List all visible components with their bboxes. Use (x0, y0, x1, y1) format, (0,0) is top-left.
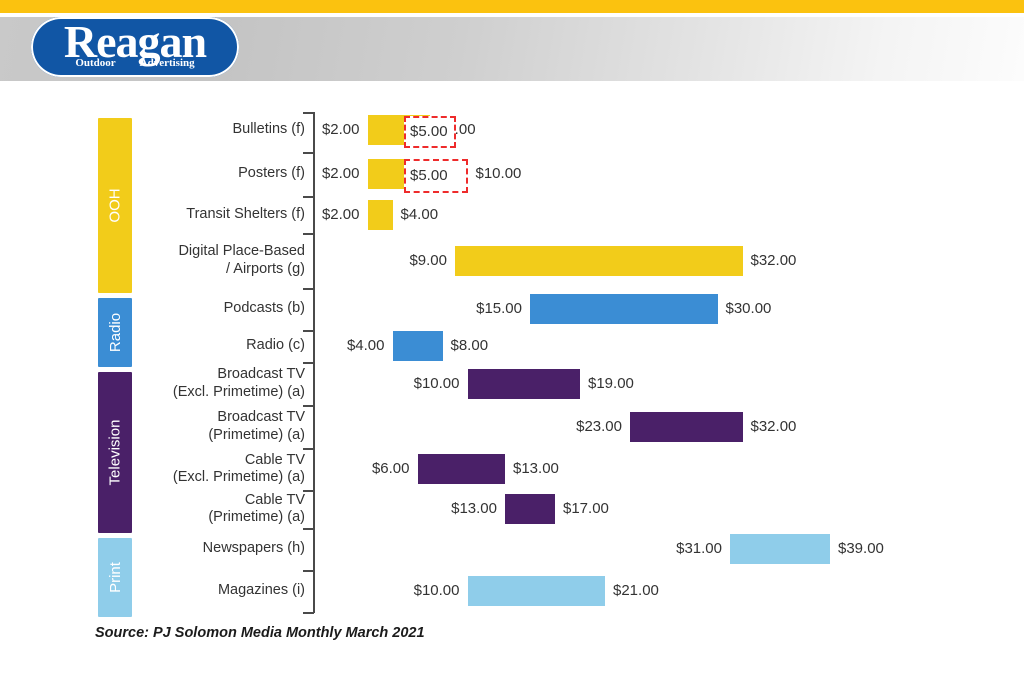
range-high-value: $8.00 (450, 337, 489, 354)
range-low-value: $10.00 (413, 374, 460, 392)
axis-tick (303, 112, 314, 114)
source-note: Source: PJ Solomon Media Monthly March 2… (95, 625, 425, 641)
group-band-radio: Radio (98, 298, 132, 367)
header-divider (0, 13, 1024, 17)
range-high-value: $21.00 (613, 582, 659, 599)
axis-tick (303, 196, 314, 198)
axis-tick (303, 288, 314, 290)
range-low-value: $9.00 (409, 251, 447, 269)
highlight-annotation-value: $5.00 (410, 167, 448, 184)
range-bar (417, 454, 505, 484)
axis-tick (303, 362, 314, 364)
group-band-print: Print (98, 538, 132, 617)
axis-tick (303, 233, 314, 235)
row-label-line: Radio (c) (246, 337, 305, 354)
axis-tick (303, 448, 314, 450)
range-low-value: $15.00 (476, 300, 522, 317)
logo-tagline-left: Outdoor (75, 57, 116, 69)
row-label-line: (Primetime) (a) (208, 426, 305, 443)
row-label-line: Cable TV (244, 451, 305, 468)
range-low-value: $10.00 (413, 582, 460, 599)
range-low-value: $13.00 (451, 500, 497, 517)
logo-tagline: Outdoor Advertising (31, 57, 239, 69)
axis-tick (303, 528, 314, 530)
range-bar (530, 294, 718, 324)
range-bar (730, 534, 830, 564)
group-band-ooh: OOH (98, 118, 132, 293)
row-label-line: Podcasts (b) (223, 300, 305, 317)
logo-tagline-right: Advertising (139, 57, 195, 69)
axis-tick (303, 330, 314, 332)
range-high-value: $13.00 (513, 460, 559, 477)
row-label: Digital Place-Based / Airports (g) (120, 243, 305, 278)
row-label-line: (Primetime) (a) (208, 509, 305, 525)
range-high-value: $39.00 (838, 540, 884, 557)
axis-tick (303, 570, 314, 572)
row-label-line: Digital Place-Based (178, 243, 305, 259)
row-label-line: Broadcast TV (217, 366, 305, 382)
range-high-value: $30.00 (725, 300, 772, 317)
range-low-value: $31.00 (676, 540, 722, 557)
logo-brand-text: Reagan (63, 17, 207, 67)
row-label-line: Bulletins (f) (232, 121, 305, 138)
row-label: Transit Shelters (f) (120, 206, 305, 224)
range-low-value: $23.00 (576, 417, 622, 435)
row-label-line: Posters (f) (238, 165, 305, 182)
page-header: Reagan Outdoor Advertising (0, 0, 1024, 92)
row-label: Cable TV (Primetime) (a) (120, 492, 305, 527)
row-label: Broadcast TV (Excl. Primetime) (a) (120, 366, 305, 401)
range-high-value: $19.00 (588, 374, 634, 392)
range-low-value: $2.00 (321, 121, 360, 138)
header-accent-strip (0, 0, 1024, 13)
highlight-annotation-box (404, 159, 468, 193)
row-label-line: (Excl. Primetime) (a) (172, 383, 305, 400)
chart-axis-line (313, 112, 315, 613)
range-bar (367, 199, 393, 230)
range-bar (467, 576, 605, 606)
range-high-value: $17.00 (563, 500, 609, 517)
axis-tick (303, 612, 314, 614)
row-label: Cable TV (Excl. Primetime) (a) (120, 452, 305, 487)
range-low-value: $2.00 (321, 205, 360, 223)
range-bar (630, 411, 743, 442)
range-bar (505, 494, 555, 524)
axis-tick (303, 152, 314, 154)
row-label: Posters (f) (120, 165, 305, 183)
highlight-annotation-value: $5.00 (410, 123, 448, 140)
range-bar (467, 368, 580, 399)
range-bar (455, 245, 743, 276)
row-label-line: / Airports (g) (226, 260, 305, 277)
row-label: Broadcast TV (Primetime) (a) (120, 409, 305, 444)
row-label: Bulletins (f) (120, 121, 305, 139)
row-label-line: Newspapers (h) (202, 540, 305, 557)
row-label: Magazines (i) (120, 582, 305, 600)
range-low-value: $6.00 (371, 460, 410, 477)
media-cpm-range-chart: OOH Radio Television Print Bulletins (f) $2.… (0, 92, 1024, 699)
row-label: Radio (c) (120, 337, 305, 355)
axis-tick (303, 490, 314, 492)
reagan-logo: Reagan Outdoor Advertising (31, 17, 239, 77)
range-high-value: $10.00 (475, 165, 522, 182)
row-label-line: (Excl. Primetime) (a) (172, 469, 305, 485)
range-high-value: $4.00 (400, 205, 439, 223)
group-band-television: Television (98, 372, 132, 533)
range-bar (392, 331, 443, 361)
range-high-value: $32.00 (750, 251, 797, 269)
header-bottom-spacer (0, 81, 1024, 92)
row-label-line: Broadcast TV (217, 409, 305, 425)
range-low-value: $2.00 (321, 165, 360, 182)
axis-tick (303, 405, 314, 407)
row-label-line: Magazines (i) (217, 582, 305, 599)
range-high-value: $32.00 (750, 417, 797, 435)
row-label-line: Cable TV (244, 491, 305, 508)
range-low-value: $4.00 (346, 337, 385, 354)
row-label: Podcasts (b) (120, 300, 305, 318)
row-label-line: Transit Shelters (f) (186, 205, 305, 222)
highlight-annotation-box (404, 116, 456, 148)
row-label: Newspapers (h) (120, 540, 305, 558)
